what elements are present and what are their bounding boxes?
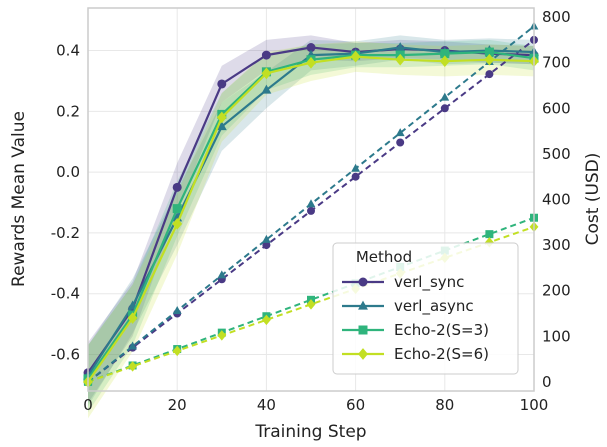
reward-point xyxy=(261,50,271,60)
reward-point xyxy=(217,79,227,89)
legend-label: Echo-2(S=6) xyxy=(394,345,489,363)
legend-marker xyxy=(358,300,368,310)
reward-point xyxy=(261,67,272,80)
confidence-band xyxy=(88,35,534,404)
x-tick-label: 80 xyxy=(435,396,454,414)
y-left-tick-label: -0.6 xyxy=(51,346,80,364)
x-tick-label: 60 xyxy=(346,396,365,414)
cost-point xyxy=(262,234,271,243)
cost-point xyxy=(351,163,360,172)
cost-point xyxy=(351,172,360,181)
reward-point xyxy=(127,312,138,324)
x-tick-label: 100 xyxy=(520,396,549,414)
reward-point xyxy=(484,53,495,66)
legend-marker xyxy=(358,277,368,287)
legend-marker xyxy=(358,348,368,360)
legend-box xyxy=(332,242,519,375)
reward-point xyxy=(484,47,494,57)
y-right-tick-label: 600 xyxy=(542,99,571,117)
legend-label: verl_sync xyxy=(394,273,464,292)
reward-point xyxy=(395,42,406,52)
legend-title: Method xyxy=(356,248,412,266)
cost-point xyxy=(307,206,315,215)
cost-point xyxy=(172,305,182,314)
x-tick-labels: 0 20 40 60 80 100 xyxy=(83,396,548,414)
cost-point xyxy=(217,270,227,279)
y-right-tick-label: 200 xyxy=(542,282,571,300)
reward-point xyxy=(440,49,450,59)
cost-point xyxy=(485,70,494,79)
x-axis-label: Training Step xyxy=(254,422,366,442)
y-left-tick-labels: -0.6 -0.4 -0.2 0.0 0.2 0.4 xyxy=(51,42,80,364)
reward-point xyxy=(395,53,406,66)
cost-point xyxy=(440,92,450,101)
legend-marker xyxy=(358,325,368,335)
reward-point xyxy=(439,55,450,68)
y-right-tick-label: 800 xyxy=(542,8,571,26)
legend: Method verl_sync verl_async Echo-2(S=3) Ech… xyxy=(332,242,519,375)
reward-point xyxy=(172,217,183,230)
plot-frame xyxy=(87,7,535,392)
y-right-tick-label: 700 xyxy=(542,54,571,72)
reward-point xyxy=(306,43,316,53)
cost-point xyxy=(172,345,182,357)
y-right-tick-label: 500 xyxy=(542,145,571,163)
legend-label: Echo-2(S=3) xyxy=(394,321,489,339)
cost-point xyxy=(306,299,316,310)
y-right-axis-label: Cost (USD) xyxy=(583,153,603,246)
y-right-tick-label: 100 xyxy=(542,327,571,345)
y-left-tick-label: 0.4 xyxy=(56,42,80,60)
cost-point xyxy=(395,128,405,137)
cost-point xyxy=(306,199,316,208)
reward-point xyxy=(216,121,227,131)
cost-point xyxy=(440,104,449,113)
cost-point xyxy=(396,138,405,147)
cost-point xyxy=(128,341,137,350)
x-tick-label: 20 xyxy=(168,396,187,414)
confidence-band xyxy=(88,41,534,419)
x-tick-label: 0 xyxy=(83,396,93,414)
y-left-tick-label: 0.2 xyxy=(56,102,80,120)
y-right-tick-labels: 0 100 200 300 400 500 600 700 800 xyxy=(542,8,571,391)
cost-point xyxy=(485,230,494,239)
legend-entries: verl_sync verl_async Echo-2(S=3) Echo-2(S=6… xyxy=(342,273,489,363)
y-left-tick-label: 0.0 xyxy=(56,163,80,181)
reward-point xyxy=(172,204,182,214)
reward-point xyxy=(306,56,316,69)
y-right-tick-label: 400 xyxy=(542,191,571,209)
y-right-tick-label: 0 xyxy=(542,373,552,391)
reward-point xyxy=(172,182,182,192)
y-left-axis-label: Rewards Mean Value xyxy=(9,111,29,287)
legend-label: verl_async xyxy=(394,297,474,316)
reward-point xyxy=(350,50,361,63)
y-right-tick-label: 300 xyxy=(542,236,571,254)
reward-point xyxy=(261,84,272,94)
reward-point xyxy=(216,111,227,124)
y-left-tick-label: -0.4 xyxy=(51,285,80,303)
x-tick-label: 40 xyxy=(257,396,276,414)
cost-point xyxy=(262,241,271,250)
cost-point xyxy=(128,361,137,372)
y-left-tick-label: -0.2 xyxy=(51,224,80,242)
cost-point xyxy=(217,330,227,341)
cost-point xyxy=(262,314,271,326)
